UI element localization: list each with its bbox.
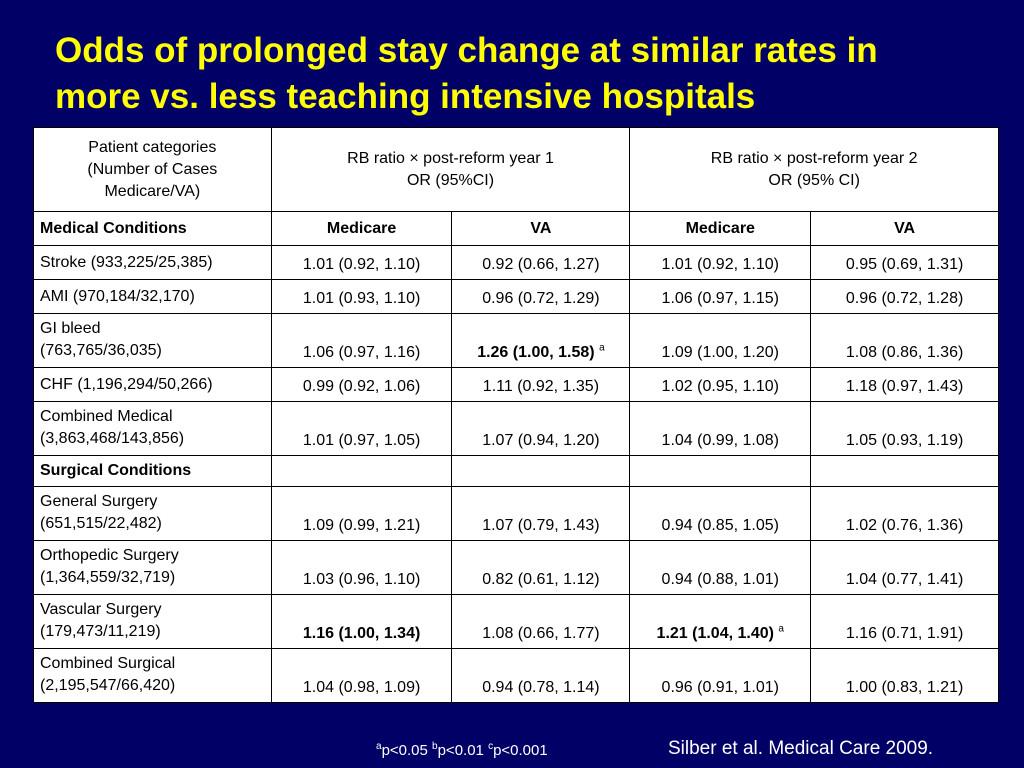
row-label: CHF (1,196,294/50,266) — [33, 367, 272, 402]
cell-va-year-1: 0.82 (0.61, 1.12) — [451, 540, 631, 595]
cell-medicare-year-1: 1.01 (0.93, 1.10) — [270, 279, 453, 314]
cell-medicare-year-2: 1.04 (0.99, 1.08) — [629, 401, 812, 456]
header-post-reform-year-1: RB ratio × post-reform year 1 OR (95%CI) — [270, 127, 631, 212]
slide-title-line-1: Odds of prolonged stay change at similar… — [55, 31, 878, 70]
slide-title-line-2: more vs. less teaching intensive hospita… — [55, 77, 756, 116]
subheader-medicare-year-2: Medicare — [629, 211, 812, 246]
row-label: Stroke (933,225/25,385) — [33, 245, 272, 280]
cell-medicare-year-1: 1.06 (0.97, 1.16) — [270, 313, 453, 368]
cell-va-year-1: 0.96 (0.72, 1.29) — [451, 279, 631, 314]
table-subheader-row: Medical Conditions Medicare VA Medicare … — [33, 211, 999, 246]
cell-medicare-year-1: 1.04 (0.98, 1.09) — [270, 648, 453, 703]
cell-va-year-2: 1.05 (0.93, 1.19) — [810, 401, 999, 456]
cell-va-year-2: 0.95 (0.69, 1.31) — [810, 245, 999, 280]
table-row: CHF (1,196,294/50,266) 0.99 (0.92, 1.06)… — [33, 367, 999, 402]
cell-medicare-year-1: 1.09 (0.99, 1.21) — [270, 486, 453, 541]
cell-va-year-2: 1.08 (0.86, 1.36) — [810, 313, 999, 368]
cell-medicare-year-2: 1.01 (0.92, 1.10) — [629, 245, 812, 280]
table-row: General Surgery (651,515/22,482) 1.09 (0… — [33, 486, 999, 541]
cell-medicare-year-2: 1.21 (1.04, 1.40) a — [629, 594, 812, 649]
table-header-row: Patient categories (Number of Cases Medi… — [33, 127, 999, 212]
cell-medicare-year-2: 0.94 (0.85, 1.05) — [629, 486, 812, 541]
cell-medicare-year-1: 1.03 (0.96, 1.10) — [270, 540, 453, 595]
row-label: GI bleed (763,765/36,035) — [33, 313, 272, 368]
cell-medicare-year-2: 0.94 (0.88, 1.01) — [629, 540, 812, 595]
table-row: Vascular Surgery (179,473/11,219) 1.16 (… — [33, 594, 999, 649]
cell-va-year-2: 1.02 (0.76, 1.36) — [810, 486, 999, 541]
source-citation: Silber et al. Medical Care 2009. — [668, 738, 934, 759]
cell-va-year-1: 1.26 (1.00, 1.58) a — [451, 313, 631, 368]
table-row: Combined Medical (3,863,468/143,856) 1.0… — [33, 401, 999, 456]
subheader-va-year-1: VA — [451, 211, 631, 246]
cell-va-year-1: 0.94 (0.78, 1.14) — [451, 648, 631, 703]
cell-va-year-1: 1.07 (0.79, 1.43) — [451, 486, 631, 541]
table-row: Stroke (933,225/25,385) 1.01 (0.92, 1.10… — [33, 245, 999, 280]
cell-va-year-1: 1.07 (0.94, 1.20) — [451, 401, 631, 456]
cell-va-year-2: 1.04 (0.77, 1.41) — [810, 540, 999, 595]
subheader-medical-conditions: Medical Conditions — [33, 211, 272, 246]
row-label: AMI (970,184/32,170) — [33, 279, 272, 314]
empty-cell — [270, 455, 453, 487]
row-label: Combined Medical (3,863,468/143,856) — [33, 401, 272, 456]
cell-medicare-year-2: 0.96 (0.91, 1.01) — [629, 648, 812, 703]
cell-va-year-1: 0.92 (0.66, 1.27) — [451, 245, 631, 280]
table-row: Combined Surgical (2,195,547/66,420) 1.0… — [33, 648, 999, 703]
cell-medicare-year-2: 1.09 (1.00, 1.20) — [629, 313, 812, 368]
empty-cell — [451, 455, 631, 487]
significant-value: 1.26 (1.00, 1.58) — [477, 344, 595, 361]
cell-va-year-2: 0.96 (0.72, 1.28) — [810, 279, 999, 314]
significance-footnote: ap<0.05 bp<0.01 cp<0.001 — [376, 741, 548, 760]
section-row-surgical: Surgical Conditions — [33, 455, 999, 487]
significance-marker: a — [599, 342, 605, 354]
header-post-reform-year-2: RB ratio × post-reform year 2 OR (95% CI… — [629, 127, 999, 212]
table-row: Orthopedic Surgery (1,364,559/32,719) 1.… — [33, 540, 999, 595]
row-label: Combined Surgical (2,195,547/66,420) — [33, 648, 272, 703]
cell-medicare-year-1: 1.01 (0.92, 1.10) — [270, 245, 453, 280]
significant-value: 1.21 (1.04, 1.40) — [656, 625, 774, 642]
cell-va-year-2: 1.16 (0.71, 1.91) — [810, 594, 999, 649]
slide-title: Odds of prolonged stay change at similar… — [55, 28, 1015, 120]
cell-medicare-year-2: 1.06 (0.97, 1.15) — [629, 279, 812, 314]
cell-medicare-year-2: 1.02 (0.95, 1.10) — [629, 367, 812, 402]
table-row: GI bleed (763,765/36,035) 1.06 (0.97, 1.… — [33, 313, 999, 368]
row-label: Orthopedic Surgery (1,364,559/32,719) — [33, 540, 272, 595]
cell-va-year-2: 1.18 (0.97, 1.43) — [810, 367, 999, 402]
empty-cell — [810, 455, 999, 487]
table-row: AMI (970,184/32,170) 1.01 (0.93, 1.10) 0… — [33, 279, 999, 314]
cell-va-year-2: 1.00 (0.83, 1.21) — [810, 648, 999, 703]
section-label-surgical: Surgical Conditions — [33, 455, 272, 487]
cell-va-year-1: 1.08 (0.66, 1.77) — [451, 594, 631, 649]
significance-marker: a — [778, 623, 784, 635]
cell-medicare-year-1: 1.01 (0.97, 1.05) — [270, 401, 453, 456]
cell-va-year-1: 1.11 (0.92, 1.35) — [451, 367, 631, 402]
cell-medicare-year-1: 0.99 (0.92, 1.06) — [270, 367, 453, 402]
row-label: General Surgery (651,515/22,482) — [33, 486, 272, 541]
row-label: Vascular Surgery (179,473/11,219) — [33, 594, 272, 649]
odds-ratio-table: Patient categories (Number of Cases Medi… — [33, 127, 999, 703]
cell-medicare-year-1: 1.16 (1.00, 1.34) — [270, 594, 453, 649]
subheader-va-year-2: VA — [810, 211, 999, 246]
empty-cell — [629, 455, 812, 487]
header-patient-categories: Patient categories (Number of Cases Medi… — [33, 127, 272, 212]
subheader-medicare-year-1: Medicare — [270, 211, 453, 246]
